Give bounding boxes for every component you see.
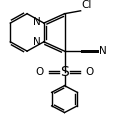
Text: O: O	[36, 67, 44, 77]
Text: N: N	[33, 37, 41, 47]
Text: N: N	[99, 46, 106, 56]
Text: Cl: Cl	[81, 0, 92, 10]
Text: N: N	[33, 18, 41, 27]
Text: S: S	[60, 65, 69, 79]
Text: O: O	[85, 67, 93, 77]
